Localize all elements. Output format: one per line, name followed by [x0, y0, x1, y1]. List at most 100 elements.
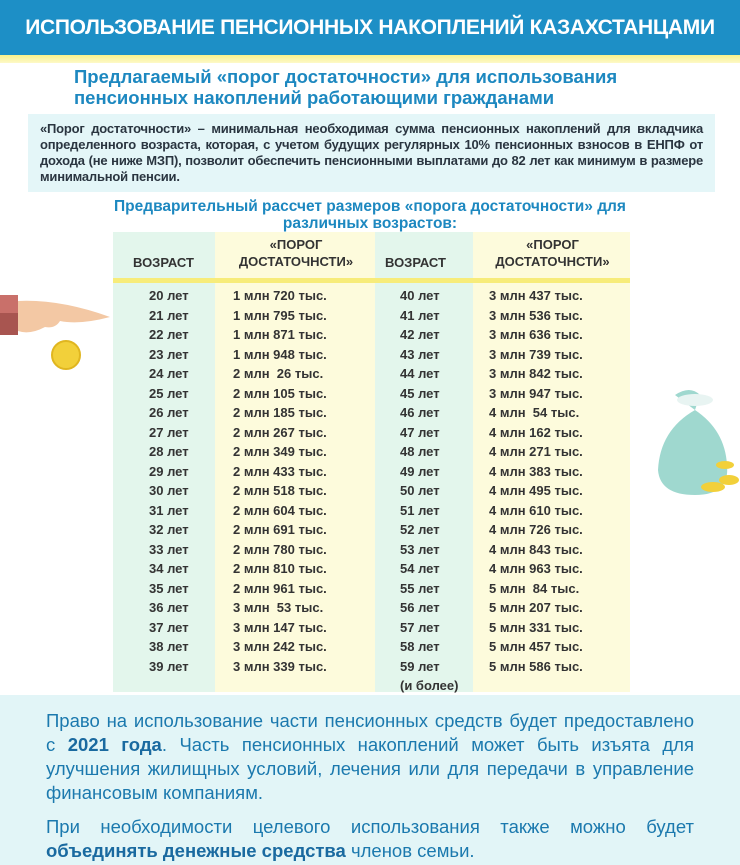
age-cell: 59 лет [400, 658, 440, 674]
age-cell: 48 лет [400, 444, 440, 459]
info-paragraph-1: Право на использование части пенсионных … [46, 710, 694, 803]
age-cell: 36 лет [149, 600, 189, 615]
age-cell: 37 лет [149, 619, 189, 635]
page-title: ИСПОЛЬЗОВАНИЕ ПЕНСИОННЫХ НАКОПЛЕНИЙ КАЗА… [0, 0, 740, 55]
age-cell: 26 лет [149, 405, 189, 420]
header-threshold-left: «ПОРОГ ДОСТАТОЧНСТИ» [238, 237, 354, 269]
threshold-cell: 5 млн 457 тыс. [489, 639, 583, 654]
table-row: 34 лет 2 млн 810 тыс. 54 лет 4 млн 963 тыс. [113, 561, 630, 581]
table-row: 28 лет 2 млн 349 тыс. 48 лет 4 млн 271 тыс. [113, 444, 630, 464]
threshold-cell: 5 млн 586 тыс. [489, 658, 583, 674]
threshold-cell: 2 млн 961 тыс. [233, 580, 327, 596]
age-cell: 27 лет [149, 424, 189, 440]
threshold-cell: 5 млн 84 тыс. [489, 580, 580, 596]
age-cell: 24 лет [149, 366, 189, 381]
table-body: 20 лет 1 млн 720 тыс. 40 лет 3 млн 437 тыс.… [113, 288, 630, 698]
age-cell: 54 лет [400, 561, 440, 576]
threshold-cell: 5 млн 207 тыс. [489, 600, 583, 615]
threshold-cell: 3 млн 947 тыс. [489, 385, 583, 401]
age-cell: 43 лет [400, 346, 440, 362]
threshold-cell: 3 млн 636 тыс. [489, 327, 583, 342]
table-row: 31 лет 2 млн 604 тыс. 51 лет 4 млн 610 тыс. [113, 503, 630, 523]
age-cell: 58 лет [400, 639, 440, 654]
table-row: 26 лет 2 млн 185 тыс. 46 лет 4 млн 54 тыс. [113, 405, 630, 425]
threshold-cell: 2 млн 267 тыс. [233, 424, 327, 440]
age-cell: 38 лет [149, 639, 189, 654]
age-cell: 20 лет [149, 288, 189, 303]
table-row: 32 лет 2 млн 691 тыс. 52 лет 4 млн 726 тыс. [113, 522, 630, 542]
threshold-cell: 2 млн 105 тыс. [233, 385, 327, 401]
age-cell: 52 лет [400, 522, 440, 537]
age-cell: 53 лет [400, 541, 440, 557]
threshold-cell: 1 млн 948 тыс. [233, 346, 327, 362]
money-bag-icon [658, 390, 739, 495]
threshold-cell: 2 млн 433 тыс. [233, 463, 327, 479]
table-row: 22 лет 1 млн 871 тыс. 42 лет 3 млн 636 тыс. [113, 327, 630, 347]
table-row: 27 лет 2 млн 267 тыс. 47 лет 4 млн 162 тыс. [113, 425, 630, 445]
info-paragraph-2: При необходимости целевого использования… [46, 816, 694, 861]
threshold-cell: 2 млн 26 тыс. [233, 366, 324, 381]
age-cell: 30 лет [149, 483, 189, 498]
threshold-table: ВОЗРАСТ «ПОРОГ ДОСТАТОЧНСТИ» ВОЗРАСТ «ПО… [113, 232, 630, 693]
age-cell: 39 лет [149, 658, 189, 674]
threshold-cell: 3 млн 339 тыс. [233, 658, 327, 674]
last-row-note: (и более) [400, 678, 459, 693]
age-cell: 42 лет [400, 327, 440, 342]
threshold-cell: 5 млн 331 тыс. [489, 619, 583, 635]
age-cell: 50 лет [400, 483, 440, 498]
age-cell: 57 лет [400, 619, 440, 635]
threshold-cell: 3 млн 242 тыс. [233, 639, 327, 654]
table-row: 36 лет 3 млн 53 тыс. 56 лет 5 млн 207 тыс. [113, 600, 630, 620]
table-row: 30 лет 2 млн 518 тыс. 50 лет 4 млн 495 тыс. [113, 483, 630, 503]
threshold-cell: 4 млн 271 тыс. [489, 444, 583, 459]
threshold-cell: 3 млн 739 тыс. [489, 346, 583, 362]
age-cell: 56 лет [400, 600, 440, 615]
age-cell: 33 лет [149, 541, 189, 557]
threshold-cell: 4 млн 610 тыс. [489, 502, 583, 518]
age-cell: 35 лет [149, 580, 189, 596]
threshold-cell: 3 млн 842 тыс. [489, 366, 583, 381]
threshold-cell: 4 млн 162 тыс. [489, 424, 583, 440]
threshold-cell: 1 млн 720 тыс. [233, 288, 327, 303]
age-cell: 46 лет [400, 405, 440, 420]
table-row: 23 лет 1 млн 948 тыс. 43 лет 3 млн 739 тыс. [113, 347, 630, 367]
table-row: 37 лет 3 млн 147 тыс. 57 лет 5 млн 331 тыс. [113, 620, 630, 640]
table-row: 21 лет 1 млн 795 тыс. 41 лет 3 млн 536 тыс. [113, 308, 630, 328]
threshold-cell: 3 млн 437 тыс. [489, 288, 583, 303]
definition-box: «Порог достаточности» – минимальная необ… [28, 114, 715, 192]
age-cell: 22 лет [149, 327, 189, 342]
header-stripe [0, 55, 740, 63]
age-cell: 21 лет [149, 307, 189, 323]
age-cell: 55 лет [400, 580, 440, 596]
threshold-cell: 4 млн 54 тыс. [489, 405, 580, 420]
age-cell: 23 лет [149, 346, 189, 362]
threshold-cell: 3 млн 536 тыс. [489, 307, 583, 323]
threshold-cell: 2 млн 518 тыс. [233, 483, 327, 498]
age-cell: 34 лет [149, 561, 189, 576]
table-row: 20 лет 1 млн 720 тыс. 40 лет 3 млн 437 тыс. [113, 288, 630, 308]
table-row: 39 лет 3 млн 339 тыс. 59 лет 5 млн 586 тыс. [113, 659, 630, 679]
threshold-cell: 2 млн 810 тыс. [233, 561, 327, 576]
threshold-cell: 3 млн 53 тыс. [233, 600, 324, 615]
subtitle: Предлагаемый «порог достаточности» для и… [74, 66, 618, 108]
table-row: 24 лет 2 млн 26 тыс. 44 лет 3 млн 842 тыс. [113, 366, 630, 386]
threshold-cell: 3 млн 147 тыс. [233, 619, 327, 635]
header-age-right: ВОЗРАСТ [385, 255, 446, 270]
threshold-cell: 4 млн 495 тыс. [489, 483, 583, 498]
age-cell: 49 лет [400, 463, 440, 479]
threshold-cell: 4 млн 963 тыс. [489, 561, 583, 576]
age-cell: 41 лет [400, 307, 440, 323]
age-cell: 44 лет [400, 366, 440, 381]
age-cell: 29 лет [149, 463, 189, 479]
bottom-info: Право на использование части пенсионных … [0, 695, 740, 865]
table-row: 25 лет 2 млн 105 тыс. 45 лет 3 млн 947 тыс. [113, 386, 630, 406]
age-cell: 32 лет [149, 522, 189, 537]
table-row: 29 лет 2 млн 433 тыс. 49 лет 4 млн 383 тыс. [113, 464, 630, 484]
age-cell: 47 лет [400, 424, 440, 440]
age-cell: 40 лет [400, 288, 440, 303]
hand-with-coin-icon [0, 295, 110, 370]
threshold-cell: 2 млн 349 тыс. [233, 444, 327, 459]
age-cell: 25 лет [149, 385, 189, 401]
threshold-cell: 4 млн 383 тыс. [489, 463, 583, 479]
table-row: 33 лет 2 млн 780 тыс. 53 лет 4 млн 843 тыс. [113, 542, 630, 562]
